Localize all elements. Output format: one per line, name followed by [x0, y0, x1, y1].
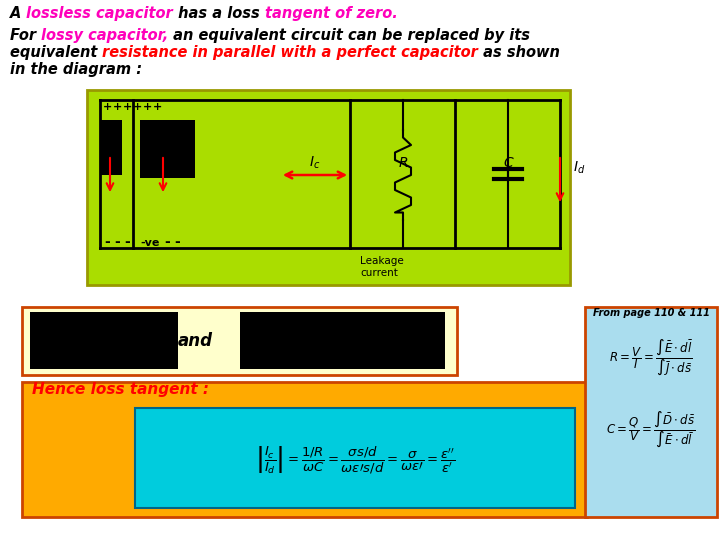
Text: in the diagram :: in the diagram :: [10, 62, 142, 77]
Text: $I_d$: $I_d$: [573, 160, 585, 176]
Text: -: -: [174, 235, 180, 249]
Bar: [585, 307, 717, 517]
Text: C: C: [503, 156, 513, 170]
Text: as shown: as shown: [478, 45, 560, 60]
Bar: [140, 120, 195, 178]
Text: -: -: [164, 235, 170, 249]
Bar: [240, 312, 445, 369]
Text: +: +: [133, 102, 143, 112]
Text: A: A: [10, 6, 27, 21]
Text: equivalent: equivalent: [10, 45, 102, 60]
Bar: [22, 382, 587, 517]
Text: -: -: [114, 235, 120, 249]
Text: +: +: [143, 102, 153, 112]
Bar: [135, 408, 575, 508]
Text: lossy capacitor,: lossy capacitor,: [41, 28, 168, 43]
Bar: [87, 90, 570, 285]
Text: +: +: [102, 102, 112, 112]
Bar: [100, 120, 122, 175]
Text: From page 110 & 111: From page 110 & 111: [593, 308, 709, 318]
Text: -: -: [104, 235, 110, 249]
Text: $C = \dfrac{Q}{V} = \dfrac{\int\bar{D}\cdot d\bar{s}}{\int\bar{E}\cdot d\bar{l}}: $C = \dfrac{Q}{V} = \dfrac{\int\bar{D}\c…: [606, 410, 696, 450]
Text: -ve: -ve: [140, 238, 160, 248]
Text: +: +: [112, 102, 122, 112]
Text: +: +: [153, 102, 163, 112]
Text: $I_c$: $I_c$: [310, 155, 320, 171]
Text: Hence loss tangent :: Hence loss tangent :: [32, 382, 209, 397]
Text: -: -: [124, 235, 130, 249]
Text: an equivalent circuit can be replaced by its: an equivalent circuit can be replaced by…: [168, 28, 531, 43]
Text: resistance in parallel with a perfect capacitor: resistance in parallel with a perfect ca…: [102, 45, 478, 60]
Text: For: For: [10, 28, 41, 43]
Text: lossless capacitor: lossless capacitor: [27, 6, 174, 21]
Text: $R = \dfrac{V}{I} = \dfrac{\int\bar{E}\cdot d\bar{l}}{\int\bar{J}\cdot d\bar{s}}: $R = \dfrac{V}{I} = \dfrac{\int\bar{E}\c…: [608, 338, 693, 378]
Text: Leakage
current: Leakage current: [360, 256, 404, 278]
Text: has a loss: has a loss: [174, 6, 265, 21]
Bar: [30, 312, 178, 369]
Bar: [22, 307, 457, 375]
Text: $\left|\dfrac{I_c}{I_d}\right| = \dfrac{1/R}{\omega C} = \dfrac{\sigma s/d}{\ome: $\left|\dfrac{I_c}{I_d}\right| = \dfrac{…: [255, 444, 455, 476]
Text: R: R: [398, 156, 408, 170]
Text: tangent of zero.: tangent of zero.: [265, 6, 398, 21]
Text: and: and: [178, 332, 212, 350]
Text: +: +: [122, 102, 132, 112]
